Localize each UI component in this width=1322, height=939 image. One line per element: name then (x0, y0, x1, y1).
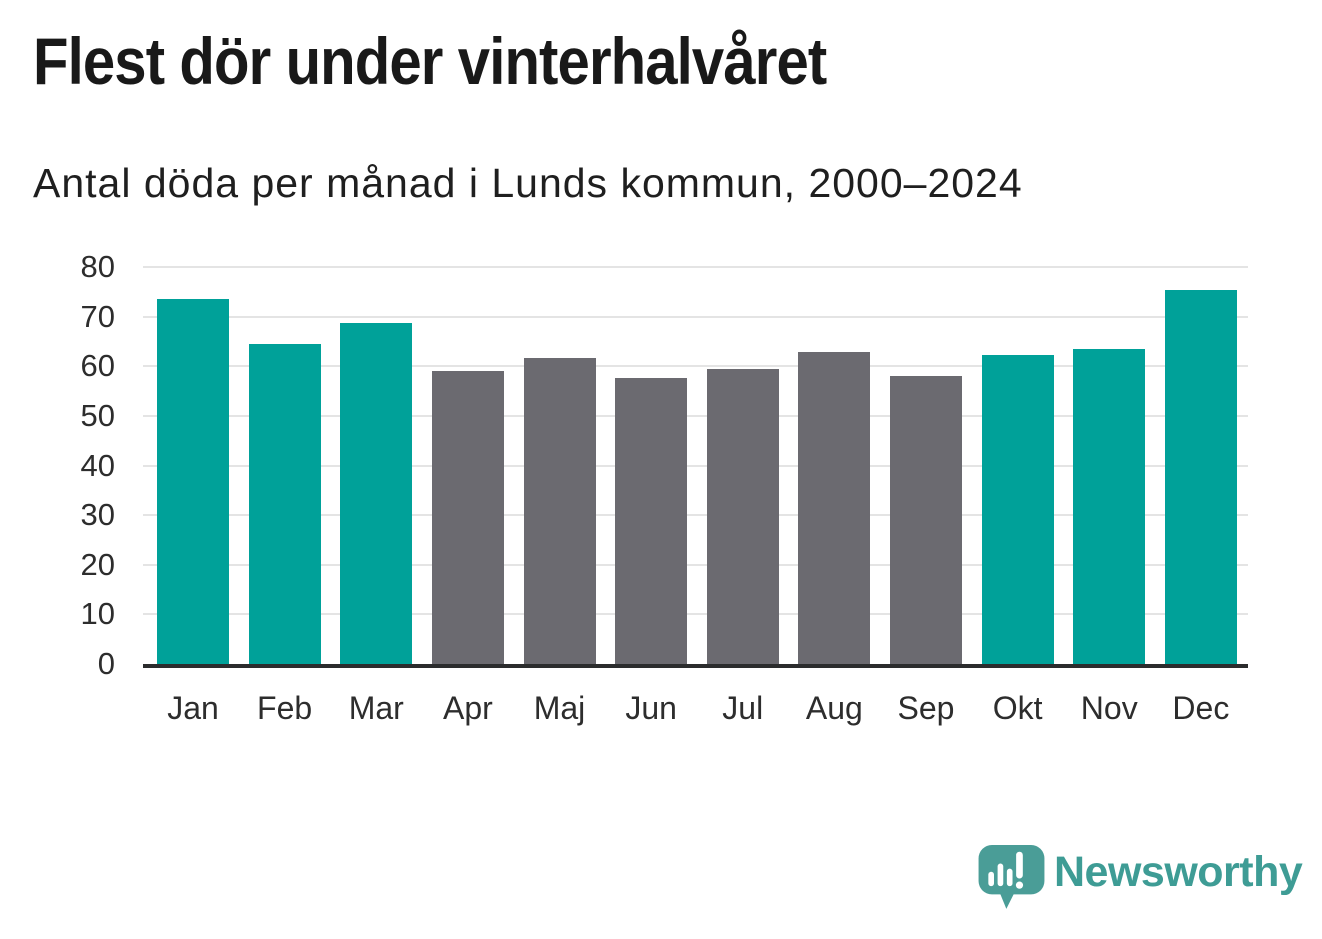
bar-dec (1164, 289, 1237, 664)
bar-okt (981, 355, 1054, 664)
y-axis-labels: 0 10 20 30 40 50 60 70 80 (0, 249, 115, 681)
x-tick-label-jun: Jun (625, 690, 677, 726)
baseline-axis (143, 664, 1248, 668)
exclamation-dot (1015, 881, 1024, 889)
y-tick-label-0: 0 (97, 646, 115, 681)
bar-mar (340, 322, 413, 664)
gridline-10 (143, 613, 1248, 616)
chart-subtitle: Antal döda per månad i Lunds kommun, 200… (33, 160, 1023, 206)
bar-jan (157, 299, 229, 664)
y-tick-label-60: 60 (80, 348, 115, 384)
newsworthy-wordmark: Newsworthy (1054, 848, 1303, 896)
bar-apr (431, 371, 504, 664)
gridline-50 (143, 414, 1248, 417)
newsworthy-speech-bubble-chart-icon (978, 845, 1045, 909)
gridline-40 (143, 464, 1248, 467)
x-tick-label-okt: Okt (992, 690, 1043, 726)
x-tick-label-feb: Feb (257, 690, 313, 726)
x-tick-label-mar: Mar (348, 690, 404, 726)
bar-chart-glyph (988, 851, 1024, 889)
y-tick-label-10: 10 (80, 596, 115, 632)
x-tick-label-nov: Nov (1080, 690, 1138, 726)
x-tick-label-maj: Maj (533, 690, 586, 726)
exclamation-bar (1016, 851, 1023, 879)
gridline-20 (143, 563, 1248, 566)
bar-sep (890, 376, 962, 664)
gridline-70 (143, 315, 1248, 318)
x-tick-label-dec: Dec (1172, 690, 1230, 726)
plot-area (143, 266, 1248, 668)
x-tick-label-jul: Jul (722, 690, 764, 726)
bars (157, 267, 1237, 664)
x-tick-label-apr: Apr (442, 690, 493, 726)
x-axis-labels: Jan Feb Mar Apr Maj Jun Jul Aug Sep Okt Nov Dec (157, 690, 1237, 727)
newsworthy-logo: Newsworthy (978, 845, 1303, 915)
gridline-30 (143, 514, 1248, 517)
gridline-60 (143, 365, 1248, 368)
bar-jun (615, 378, 688, 664)
y-tick-label-20: 20 (80, 546, 115, 582)
gridline-80 (143, 266, 1248, 268)
bar-aug (798, 352, 871, 664)
bar-jul (706, 368, 779, 664)
x-tick-label-aug: Aug (805, 690, 863, 726)
x-tick-label-jan: Jan (167, 690, 219, 726)
y-tick-label-40: 40 (80, 447, 115, 483)
page-title: Flest dör under vinterhalvåret (33, 24, 827, 98)
bar-feb (248, 343, 321, 664)
bar-nov (1073, 349, 1146, 664)
y-tick-label-30: 30 (80, 497, 115, 533)
y-tick-label-70: 70 (80, 298, 115, 334)
x-tick-label-sep: Sep (897, 690, 955, 726)
bar-maj (523, 357, 596, 664)
y-tick-label-50: 50 (80, 397, 115, 433)
y-tick-label-80: 80 (80, 249, 115, 284)
